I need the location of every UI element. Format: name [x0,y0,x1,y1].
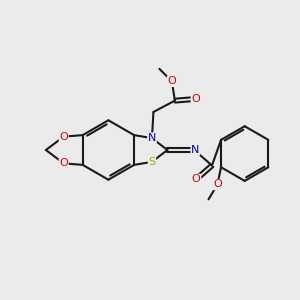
Text: N: N [191,145,200,155]
Text: O: O [213,179,222,190]
Text: S: S [148,157,155,167]
Text: O: O [191,94,200,104]
Text: N: N [148,133,156,143]
Text: O: O [192,174,201,184]
Text: O: O [59,132,68,142]
Text: O: O [59,158,68,168]
Text: O: O [167,76,176,86]
